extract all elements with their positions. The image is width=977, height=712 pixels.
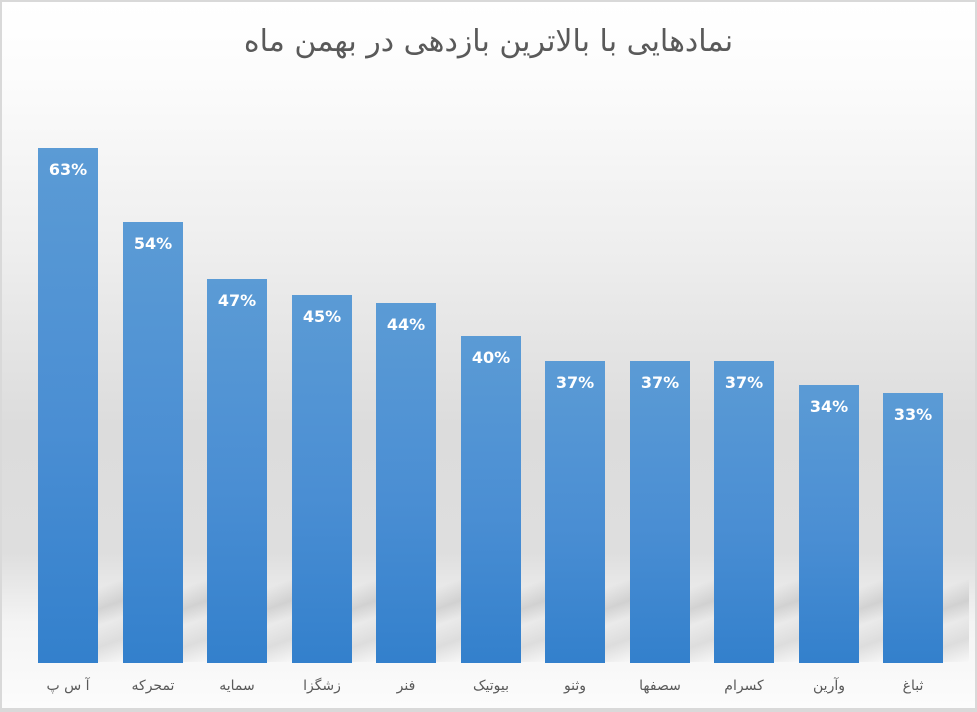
bar-value-label: 54%	[133, 234, 173, 253]
bar: 37%	[545, 361, 605, 663]
bar-shadow	[605, 552, 631, 662]
bar-shadow	[774, 552, 800, 662]
bar: 54%	[123, 222, 183, 663]
bar-value-label: 63%	[48, 160, 88, 179]
bar-shadow	[521, 552, 547, 662]
bar: 37%	[714, 361, 774, 663]
bar-shadow	[943, 552, 969, 662]
bar-value-label: 47%	[217, 291, 257, 310]
bar: 63%	[38, 148, 98, 663]
category-label: وآرین	[813, 678, 845, 694]
bar: 34%	[799, 385, 859, 663]
bar: 47%	[207, 279, 267, 663]
category-label: سصفها	[639, 678, 681, 694]
bar: 40%	[461, 336, 521, 663]
category-label: بیوتیک	[472, 678, 509, 694]
bar-value-label: 40%	[471, 348, 511, 367]
bar-value-label: 33%	[893, 405, 933, 424]
category-label: کسرام	[724, 678, 764, 694]
bar: 44%	[376, 303, 436, 663]
bar-value-label: 45%	[302, 307, 342, 326]
bar-shadow	[267, 552, 293, 662]
bar-shadow	[183, 552, 209, 662]
bar: 37%	[630, 361, 690, 663]
category-label: ثباغ	[902, 678, 924, 694]
chart-title: نمادهایی با بالاترین بازدهی در بهمن ماه	[243, 24, 734, 59]
bar-shadow	[352, 552, 378, 662]
bar-value-label: 37%	[555, 373, 595, 392]
category-label: آ س پ	[46, 678, 90, 694]
bar-value-label: 34%	[809, 397, 849, 416]
bar-shadow	[98, 552, 124, 662]
category-label: وثنو	[563, 678, 587, 694]
bar: 33%	[883, 393, 943, 663]
category-label: زشگزا	[303, 678, 341, 694]
category-label: سمایه	[219, 678, 255, 694]
bar-shadow	[436, 552, 462, 662]
category-label: فنر	[396, 678, 416, 694]
bar-value-label: 44%	[386, 315, 426, 334]
bar-value-label: 37%	[640, 373, 680, 392]
bar-value-label: 37%	[724, 373, 764, 392]
bar: 45%	[292, 295, 352, 663]
bar-shadow	[859, 552, 885, 662]
bar-shadow	[690, 552, 716, 662]
category-label: تمحرکه	[131, 678, 175, 694]
